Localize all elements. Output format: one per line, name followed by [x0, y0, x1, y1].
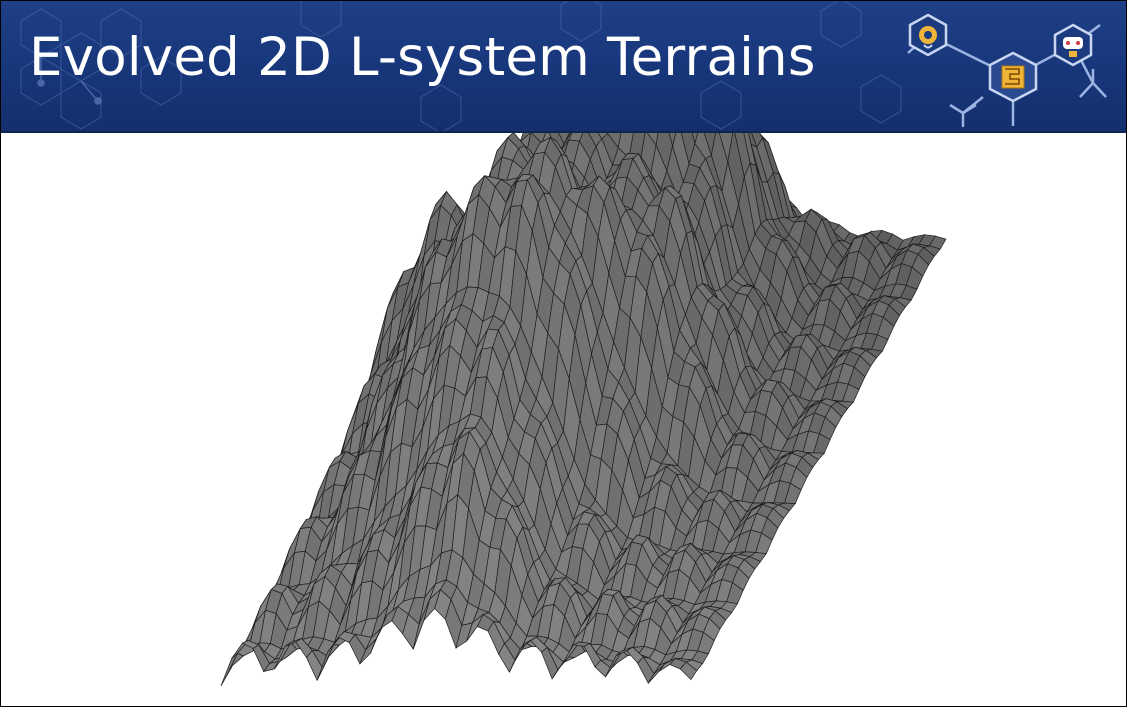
- terrain-wireframe: [220, 133, 947, 687]
- slide-title: Evolved 2D L-system Terrains: [29, 27, 816, 88]
- hexagon-pattern: [20, 1, 902, 131]
- molecule-logo: [907, 13, 1107, 127]
- gamepad-robot-icon: [1053, 23, 1093, 67]
- terrain-mesh-cell: [679, 661, 698, 681]
- title-banner: Evolved 2D L-system Terrains: [1, 1, 1126, 133]
- terrain-mesh-cell: [691, 133, 699, 145]
- terrain-mesh-cell: [220, 652, 238, 687]
- maze-icon: [988, 51, 1038, 103]
- terrain-figure: [1, 133, 1126, 706]
- head-gear-icon: [908, 13, 948, 57]
